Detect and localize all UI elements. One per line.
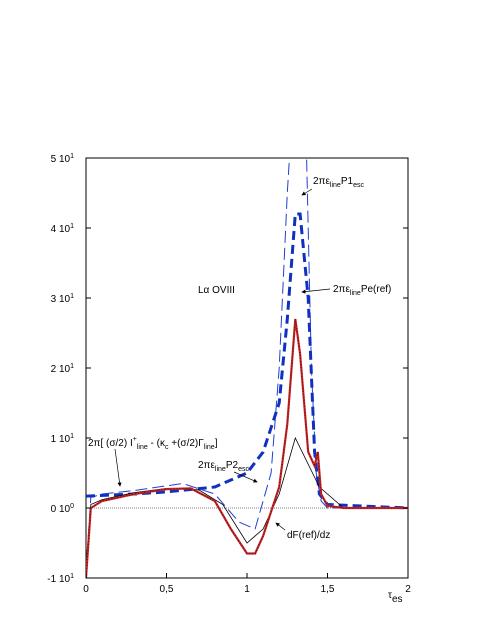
annotation-part: 2π[ (σ/2) I	[88, 438, 133, 449]
arrows	[114, 188, 331, 531]
x-axis-label-main: τ	[388, 590, 392, 601]
annotation-part: 2πε	[313, 176, 330, 187]
y-tick-label-base: 1 10	[51, 434, 71, 445]
y-tick-label-exp: 1	[70, 153, 74, 160]
arrow	[301, 188, 313, 196]
y-tick-label-exp: 0	[70, 503, 74, 510]
y-tick-label-base: 4 10	[51, 224, 71, 235]
y-tick-label-exp: 1	[70, 223, 74, 230]
annotation-part: line	[215, 466, 226, 473]
y-tick-label: 3 101	[51, 293, 74, 305]
plot-frame	[85, 157, 409, 579]
y-tick-label-base: 5 10	[51, 154, 71, 165]
y-tick-label-base: 3 10	[51, 294, 71, 305]
x-axis-label: τes	[388, 590, 403, 605]
arrow	[114, 448, 122, 487]
annotation-part: esc	[353, 182, 364, 189]
series-line-dots	[86, 318, 408, 578]
y-tick-label-base: -1 10	[47, 574, 70, 585]
y-tick-label: 4 101	[51, 223, 74, 235]
annotation-part: +	[133, 436, 137, 443]
annotation-part: Pe(ref)	[361, 284, 392, 295]
annotation-part: line	[204, 444, 215, 451]
x-tick-label: 1	[244, 584, 250, 595]
y-tick-label-exp: 1	[70, 573, 74, 580]
x-tick-label: 2	[405, 584, 411, 595]
arrow	[275, 522, 286, 531]
annotation-part: ]	[215, 438, 218, 449]
y-tick-label: 1 101	[51, 433, 74, 445]
arrow	[233, 471, 258, 483]
annotation-part: line	[350, 290, 361, 297]
annotation-part: P1	[341, 176, 354, 187]
series-line	[86, 436, 408, 578]
y-tick-label: -1 101	[47, 573, 74, 585]
y-tick-label-exp: 1	[70, 293, 74, 300]
series-line	[86, 318, 408, 578]
x-tick-label: 0,5	[160, 584, 174, 595]
y-tick-label-exp: 1	[70, 363, 74, 370]
y-tick-label-base: 2 10	[51, 364, 71, 375]
y-tick-label-base: 0 10	[51, 504, 71, 515]
annotation: 2πεlineP1esc	[313, 176, 364, 189]
x-tick-label: 1,5	[321, 584, 335, 595]
annotation-part: +(σ/2)Γ	[168, 438, 204, 449]
x-axis-label-sub: es	[392, 594, 403, 605]
series-line	[86, 158, 408, 572]
annotation-part: line	[330, 182, 341, 189]
annotation-part: c	[165, 444, 169, 451]
annotation-part: esc	[238, 466, 249, 473]
annotation-part: 2πε	[198, 460, 215, 471]
arrow	[301, 288, 331, 294]
annotation-part: dF(ref)/dz	[287, 530, 330, 541]
annotation: 2π[ (σ/2) I+line - (κc +(σ/2)Γline]	[88, 436, 218, 451]
y-tick-label: 2 101	[51, 363, 74, 375]
annotation-part: 2πε	[333, 284, 350, 295]
y-tick-label-exp: 1	[70, 433, 74, 440]
annotation: 2πεlineP2esc	[198, 460, 249, 473]
curves	[86, 158, 408, 578]
x-tick-label: 0	[83, 584, 89, 595]
annotation-part: P2	[226, 460, 239, 471]
annotation: 2πεlinePe(ref)	[333, 284, 391, 297]
annotation: dF(ref)/dz	[287, 530, 330, 541]
series-line	[86, 212, 408, 510]
annotation-part: - (κ	[148, 438, 166, 449]
annotation-part: Lα OVIII	[198, 285, 235, 296]
y-tick-label: 0 100	[51, 503, 74, 515]
y-tick-label: 5 101	[51, 153, 74, 165]
annotation-part: line	[137, 444, 148, 451]
annotation: Lα OVIII	[198, 285, 235, 296]
